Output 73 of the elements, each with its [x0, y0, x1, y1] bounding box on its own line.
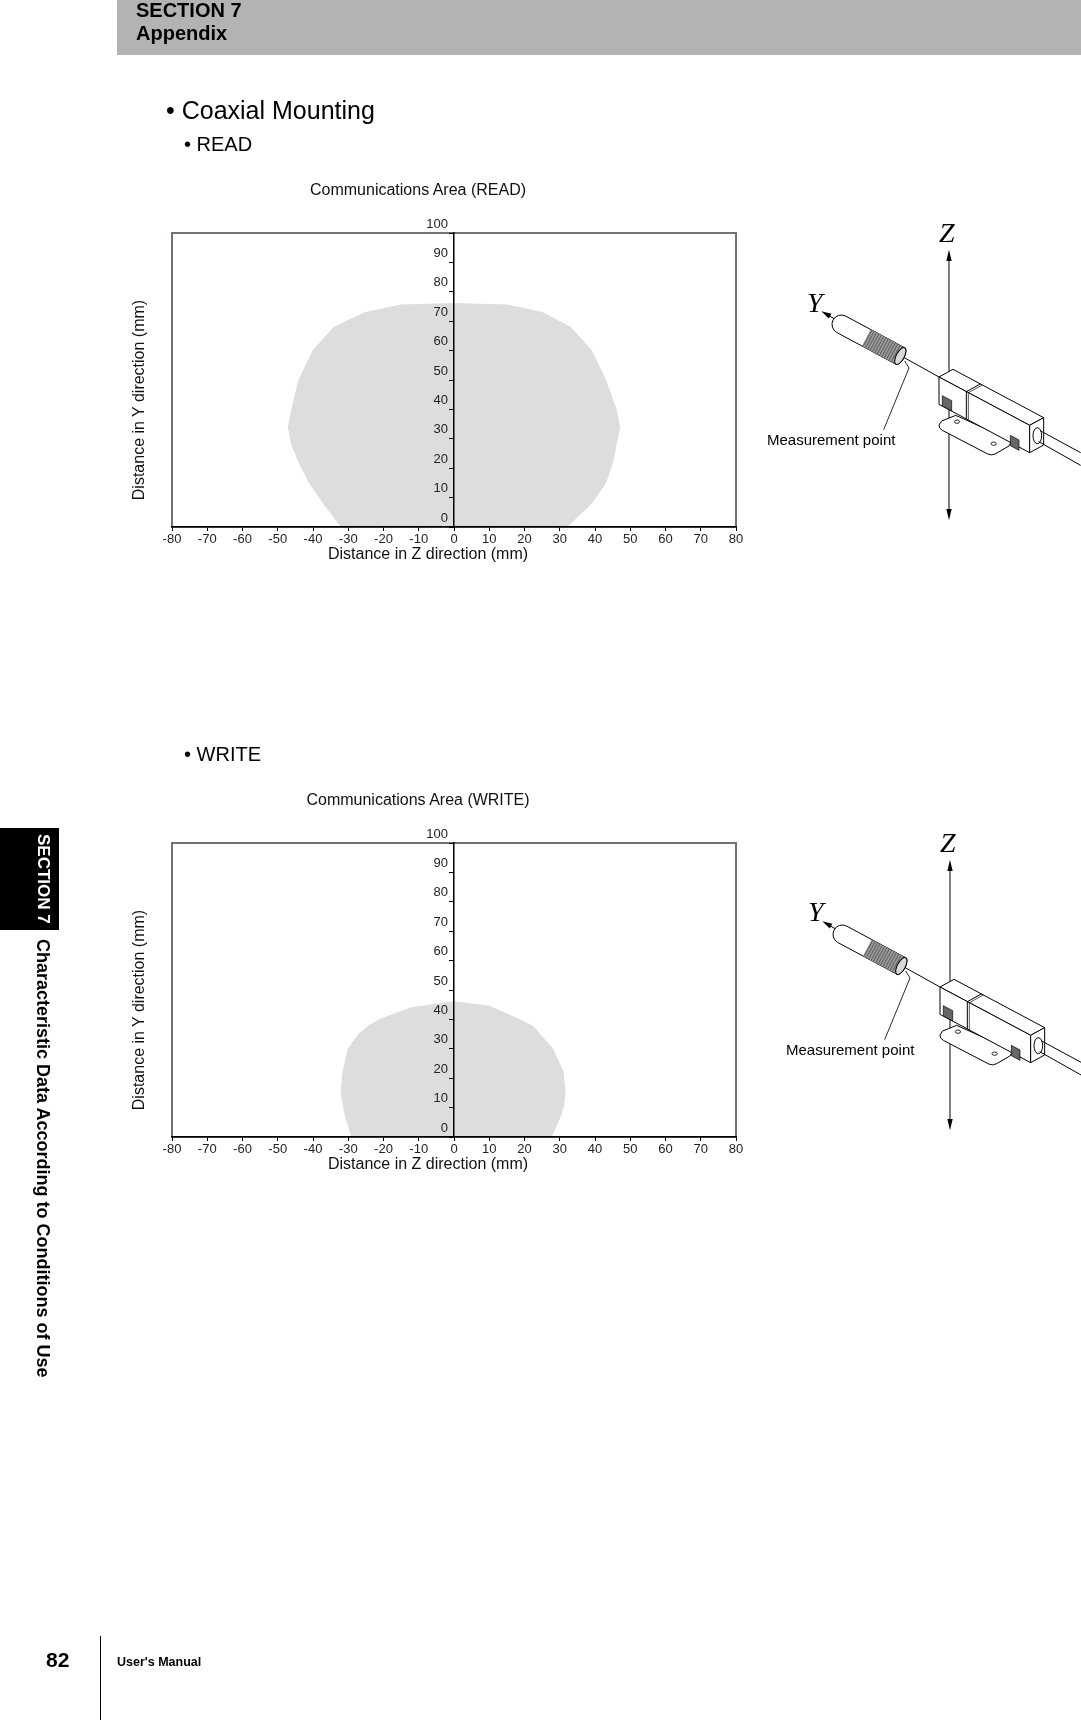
y-tick-label: 20	[433, 450, 448, 466]
x-axis-title: Distance in Z direction (mm)	[327, 545, 529, 563]
y-tick-label: 90	[433, 854, 448, 870]
sensor-diagram: Z Y Measurement point	[781, 824, 1081, 1134]
x-tick-label: 0	[450, 531, 458, 547]
text: 82	[46, 1647, 70, 1671]
x-tick-label: -50	[268, 531, 288, 547]
text: SECTION 7	[136, 0, 242, 21]
y-tick-label: 50	[433, 362, 448, 378]
y-tick-label: 30	[433, 421, 448, 437]
x-tick-label: -80	[162, 531, 182, 547]
x-tick-label: 10	[482, 531, 497, 547]
y-tick-label: 50	[433, 972, 448, 988]
y-axis-title: Distance in Y direction (mm)	[130, 299, 148, 501]
x-tick-label: -70	[197, 1141, 217, 1157]
y-tick-label: 90	[433, 244, 448, 260]
text: User's Manual	[117, 1654, 202, 1669]
x-tick-label: 80	[728, 531, 744, 547]
x-tick-label: 40	[587, 531, 603, 547]
y-tick-label: 40	[433, 391, 448, 407]
y-tick-label: 20	[433, 1060, 448, 1076]
text: Appendix	[136, 22, 228, 44]
y-tick-label: 30	[433, 1031, 448, 1047]
y-tick-label: 10	[433, 480, 448, 496]
y-tick-label: 0	[440, 1119, 448, 1135]
y-tick-label: 100	[426, 215, 448, 231]
x-tick-label: 60	[658, 1141, 673, 1157]
y-tick-label: 60	[433, 943, 448, 959]
x-tick-label: 10	[482, 1141, 497, 1157]
chart-title: Communications Area (WRITE)	[306, 791, 530, 809]
x-tick-label: 30	[552, 531, 567, 547]
x-tick-label: 20	[517, 531, 532, 547]
x-tick-label: 70	[693, 531, 708, 547]
text: Characteristic Data According to Conditions of Use	[33, 939, 53, 1378]
x-tick-label: -40	[303, 531, 323, 547]
y-tick-label: 40	[433, 1001, 448, 1017]
x-tick-label: -30	[338, 531, 358, 547]
y-tick-label: 10	[433, 1090, 448, 1106]
y-tick-label: 70	[433, 913, 448, 929]
x-tick-label: 0	[450, 1141, 458, 1157]
x-tick-label: 70	[693, 1141, 708, 1157]
text: • Coaxial Mounting	[166, 95, 375, 124]
y-tick-label: 80	[433, 274, 448, 290]
y-tick-label: 60	[433, 333, 448, 349]
x-tick-label: 50	[623, 1141, 638, 1157]
chart-title: Communications Area (READ)	[309, 181, 527, 199]
x-tick-label: -50	[268, 1141, 288, 1157]
x-tick-label: -10	[409, 1141, 429, 1157]
text: • READ	[184, 133, 253, 155]
y-axis-title: Distance in Y direction (mm)	[130, 909, 148, 1111]
x-tick-label: -20	[374, 1141, 393, 1157]
x-tick-label: 30	[552, 1141, 567, 1157]
x-tick-label: -30	[338, 1141, 358, 1157]
y-tick-label: 0	[440, 509, 448, 525]
x-tick-label: -80	[162, 1141, 182, 1157]
x-tick-label: 80	[728, 1141, 744, 1157]
x-tick-label: 50	[623, 531, 638, 547]
x-axis-title: Distance in Z direction (mm)	[327, 1155, 529, 1173]
x-tick-label: 60	[658, 531, 673, 547]
x-tick-label: 40	[587, 1141, 603, 1157]
x-tick-label: -10	[409, 531, 429, 547]
x-tick-label: -70	[197, 531, 217, 547]
y-tick-label: 70	[433, 303, 448, 319]
x-tick-label: -60	[233, 531, 252, 547]
y-tick-label: 80	[433, 884, 448, 900]
x-tick-label: -40	[303, 1141, 323, 1157]
text: • WRITE	[184, 743, 261, 765]
sensor-diagram: Z Y Measurement point	[762, 214, 1081, 524]
y-tick-label: 100	[426, 825, 448, 841]
x-tick-label: -60	[233, 1141, 252, 1157]
text: SECTION 7	[33, 834, 53, 924]
x-tick-label: -20	[374, 531, 393, 547]
x-tick-label: 20	[517, 1141, 532, 1157]
